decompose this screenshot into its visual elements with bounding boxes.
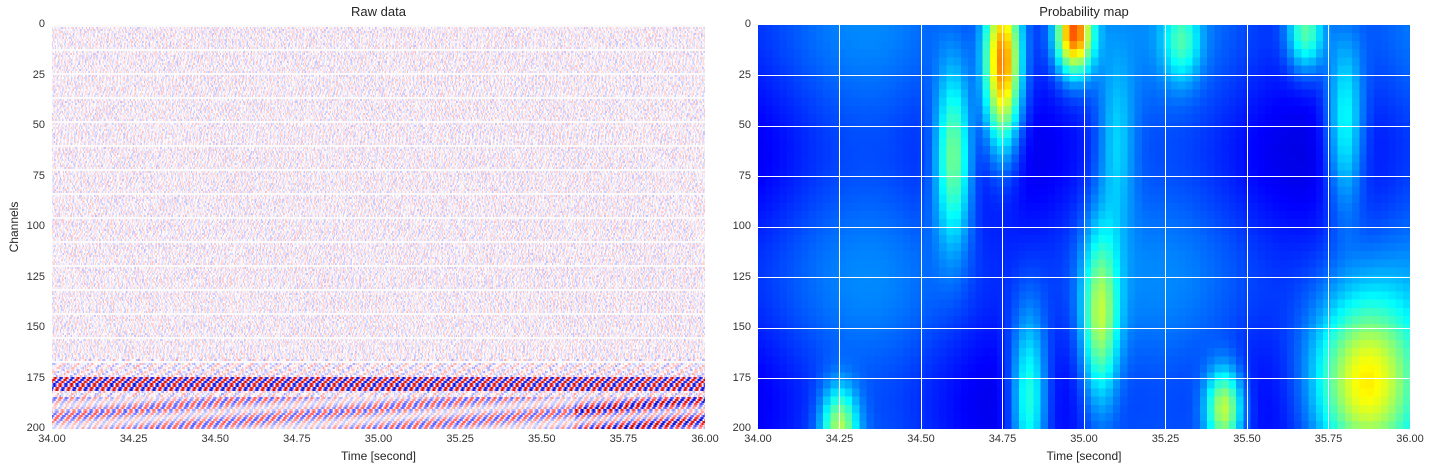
y-tick-label: 175 xyxy=(732,371,751,384)
y-tick-label: 200 xyxy=(26,422,45,434)
y-tick-label: 25 xyxy=(738,68,751,81)
x-tick-label: 34.00 xyxy=(744,433,772,445)
x-tick-label: 35.00 xyxy=(1070,433,1098,445)
y-tick-label: 75 xyxy=(32,169,45,182)
x-tick-label: 35.75 xyxy=(1314,433,1343,445)
prob-xlabel: Time [second] xyxy=(1046,449,1122,463)
x-tick-label: 35.75 xyxy=(609,433,638,445)
x-tick-label: 34.50 xyxy=(907,433,935,445)
raw-xlabel: Time [second] xyxy=(341,449,416,463)
x-tick-label: 35.25 xyxy=(1151,433,1180,445)
x-tick-label: 34.25 xyxy=(825,433,854,445)
x-tick-label: 35.50 xyxy=(1233,433,1261,445)
grid-line xyxy=(758,277,1410,278)
y-tick-label: 25 xyxy=(32,68,45,81)
x-tick-label: 34.75 xyxy=(988,433,1017,445)
x-tick-label: 34.25 xyxy=(119,433,148,445)
x-tick-label: 35.50 xyxy=(527,433,556,445)
y-tick-label: 200 xyxy=(732,422,751,434)
y-tick-label: 0 xyxy=(744,18,751,30)
grid-line xyxy=(758,327,1410,329)
grid-line xyxy=(758,176,1410,177)
y-tick-label: 50 xyxy=(32,119,45,131)
grid-line xyxy=(758,378,1410,379)
raw-data-heatmap xyxy=(52,25,705,429)
x-tick-label: 35.25 xyxy=(446,433,474,445)
y-tick-label: 125 xyxy=(732,270,751,283)
raw-data-image xyxy=(52,25,705,429)
prob-title: Probability map xyxy=(1039,4,1129,19)
y-tick-label: 150 xyxy=(26,321,45,333)
x-tick-label: 34.75 xyxy=(283,433,311,445)
grid-line xyxy=(758,75,1410,76)
x-tick-label: 35.00 xyxy=(364,433,393,445)
y-tick-label: 175 xyxy=(26,371,45,384)
y-tick-label: 0 xyxy=(38,18,45,30)
grid-line xyxy=(758,226,1410,228)
raw-title: Raw data xyxy=(351,4,406,19)
y-tick-label: 150 xyxy=(732,321,751,333)
x-tick-label: 34.50 xyxy=(201,433,230,445)
y-tick-label: 100 xyxy=(732,220,751,232)
y-tick-label: 75 xyxy=(738,169,751,182)
y-tick-label: 125 xyxy=(26,270,45,283)
x-tick-label: 34.00 xyxy=(38,433,66,445)
x-tick-label: 36.00 xyxy=(691,433,719,445)
y-tick-label: 50 xyxy=(738,119,751,131)
y-tick-label: 100 xyxy=(26,220,45,232)
x-tick-label: 36.00 xyxy=(1396,433,1424,445)
grid-line xyxy=(758,125,1410,127)
